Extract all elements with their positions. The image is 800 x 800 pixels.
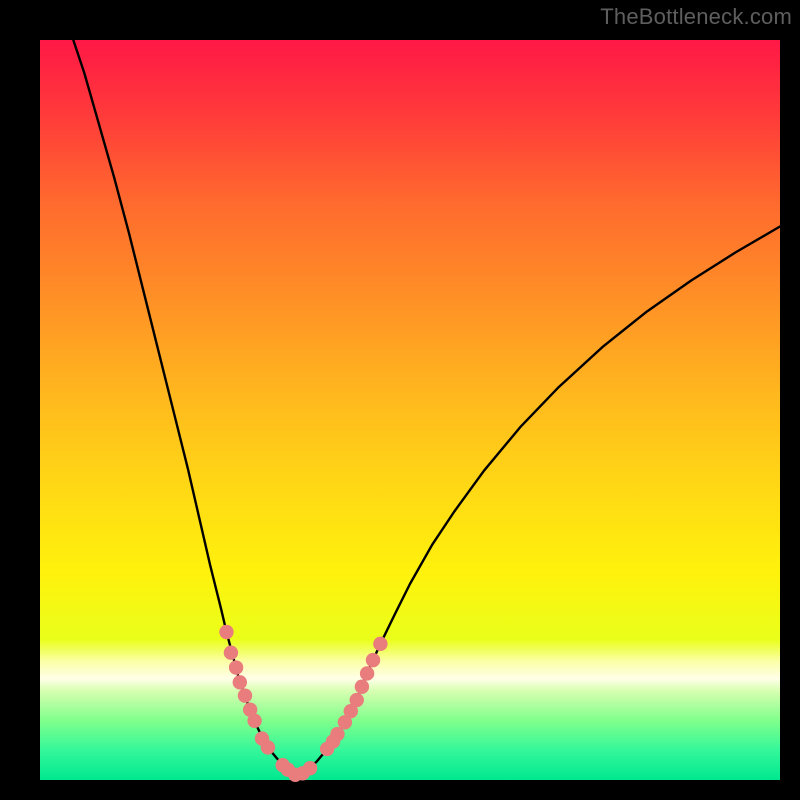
markers-group bbox=[219, 625, 387, 782]
bottleneck-curve-left bbox=[73, 40, 299, 776]
plot-area bbox=[40, 40, 780, 780]
marker-point bbox=[350, 693, 364, 707]
chart-container: TheBottleneck.com bbox=[0, 0, 800, 800]
marker-point bbox=[360, 666, 374, 680]
marker-point bbox=[247, 714, 261, 728]
marker-point bbox=[373, 637, 387, 651]
marker-point bbox=[366, 653, 380, 667]
curve-layer bbox=[40, 40, 780, 780]
watermark-text: TheBottleneck.com bbox=[600, 4, 792, 30]
marker-point bbox=[261, 740, 275, 754]
marker-point bbox=[229, 660, 243, 674]
bottleneck-curve-right bbox=[299, 226, 780, 775]
marker-point bbox=[233, 675, 247, 689]
marker-point bbox=[355, 680, 369, 694]
marker-point bbox=[224, 646, 238, 660]
marker-point bbox=[238, 688, 252, 702]
marker-point bbox=[303, 761, 317, 775]
marker-point bbox=[219, 625, 233, 639]
